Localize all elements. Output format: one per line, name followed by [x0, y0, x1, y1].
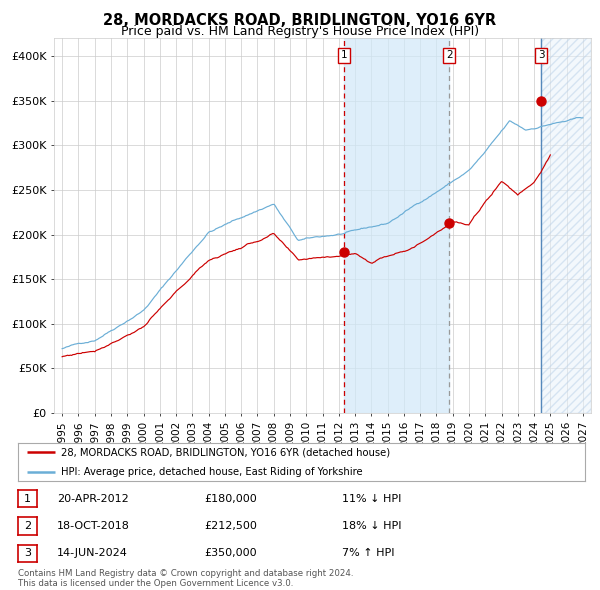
Text: 11% ↓ HPI: 11% ↓ HPI [342, 494, 401, 503]
Text: 3: 3 [538, 50, 545, 60]
Text: £350,000: £350,000 [204, 549, 257, 558]
Text: 7% ↑ HPI: 7% ↑ HPI [342, 549, 395, 558]
Text: 2: 2 [446, 50, 452, 60]
Text: HPI: Average price, detached house, East Riding of Yorkshire: HPI: Average price, detached house, East… [61, 467, 362, 477]
Text: 18% ↓ HPI: 18% ↓ HPI [342, 522, 401, 531]
Text: 28, MORDACKS ROAD, BRIDLINGTON, YO16 6YR (detached house): 28, MORDACKS ROAD, BRIDLINGTON, YO16 6YR… [61, 447, 389, 457]
Bar [541, 38, 591, 413]
Text: 28, MORDACKS ROAD, BRIDLINGTON, YO16 6YR: 28, MORDACKS ROAD, BRIDLINGTON, YO16 6YR [103, 13, 497, 28]
Text: 1: 1 [24, 494, 31, 503]
Bar [344, 38, 449, 413]
Text: 18-OCT-2018: 18-OCT-2018 [57, 522, 130, 531]
Text: Contains HM Land Registry data © Crown copyright and database right 2024.
This d: Contains HM Land Registry data © Crown c… [18, 569, 353, 588]
Text: £180,000: £180,000 [204, 494, 257, 503]
Text: Price paid vs. HM Land Registry's House Price Index (HPI): Price paid vs. HM Land Registry's House … [121, 25, 479, 38]
Text: 3: 3 [24, 549, 31, 558]
Text: 20-APR-2012: 20-APR-2012 [57, 494, 129, 503]
Text: 14-JUN-2024: 14-JUN-2024 [57, 549, 128, 558]
Text: 2: 2 [24, 522, 31, 531]
Text: £212,500: £212,500 [204, 522, 257, 531]
Text: 1: 1 [340, 50, 347, 60]
